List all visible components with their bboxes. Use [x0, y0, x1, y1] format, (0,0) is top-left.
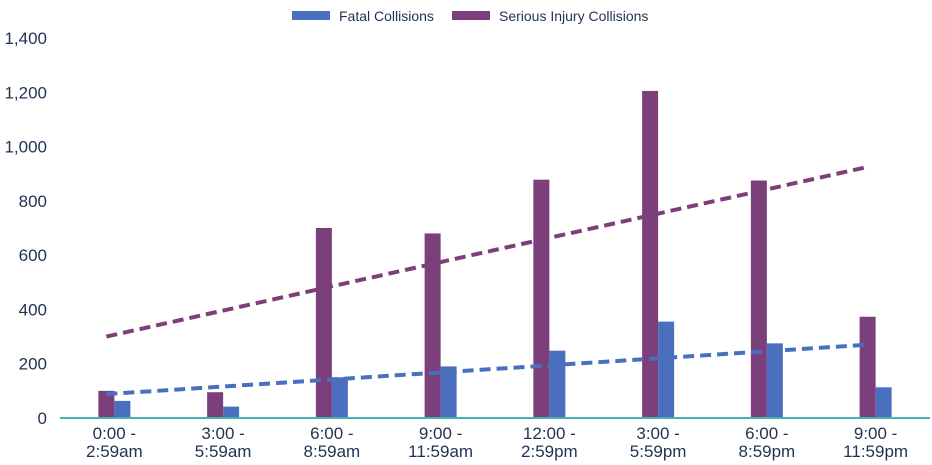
x-tick-label: 6:00 -8:59am: [304, 424, 361, 461]
y-tick-label: 1,200: [4, 83, 47, 102]
bar-fatal: [549, 350, 566, 418]
bar-serious-injury: [750, 180, 767, 418]
bar-fatal: [440, 366, 457, 418]
x-tick-label: 3:00 -5:59pm: [630, 424, 687, 461]
x-tick-label: 9:00 -11:59pm: [843, 424, 908, 461]
bar-fatal: [875, 387, 892, 418]
bar-serious-injury: [98, 390, 115, 418]
bar-serious-injury: [315, 228, 332, 418]
x-tick-label: 6:00 -8:59pm: [739, 424, 796, 461]
y-tick-label: 1,400: [4, 29, 47, 48]
y-tick-label: 200: [19, 355, 47, 374]
x-tick-label: 0:00 -2:59am: [86, 424, 143, 461]
bar-fatal: [223, 406, 240, 418]
trendline-fatal: [106, 342, 868, 397]
legend-label: Serious Injury Collisions: [499, 8, 648, 24]
x-tick-label: 12:00 -2:59pm: [521, 424, 578, 461]
y-tick-label: 400: [19, 300, 47, 319]
bar-serious-injury: [207, 392, 224, 418]
y-tick-label: 600: [19, 246, 47, 265]
bar-serious-injury: [642, 90, 659, 418]
legend-label: Fatal Collisions: [339, 8, 434, 24]
bar-fatal: [114, 400, 131, 418]
bar-fatal: [658, 321, 675, 418]
bar-serious-injury: [533, 179, 550, 418]
y-tick-label: 0: [38, 409, 47, 428]
bar-serious-injury: [859, 316, 876, 418]
x-tick-label: 9:00 -11:59am: [408, 424, 473, 461]
y-tick-label: 1,000: [4, 138, 47, 157]
x-axis: 0:00 -2:59am 3:00 -5:59am 6:00 -8:59am 9:00…: [86, 424, 908, 461]
y-axis: 0 200 400 600 800 1,000 1,200 1,400: [4, 29, 47, 428]
legend: Fatal Collisions Serious Injury Collision…: [292, 8, 648, 24]
y-tick-label: 800: [19, 192, 47, 211]
trendline-serious-injury: [105, 164, 869, 339]
trendlines: [105, 164, 869, 397]
legend-swatch: [452, 11, 490, 20]
x-tick-label: 3:00 -5:59am: [195, 424, 252, 461]
bars: [98, 90, 892, 418]
legend-swatch: [292, 11, 330, 20]
bar-fatal: [766, 343, 783, 418]
bar-fatal: [331, 377, 348, 418]
